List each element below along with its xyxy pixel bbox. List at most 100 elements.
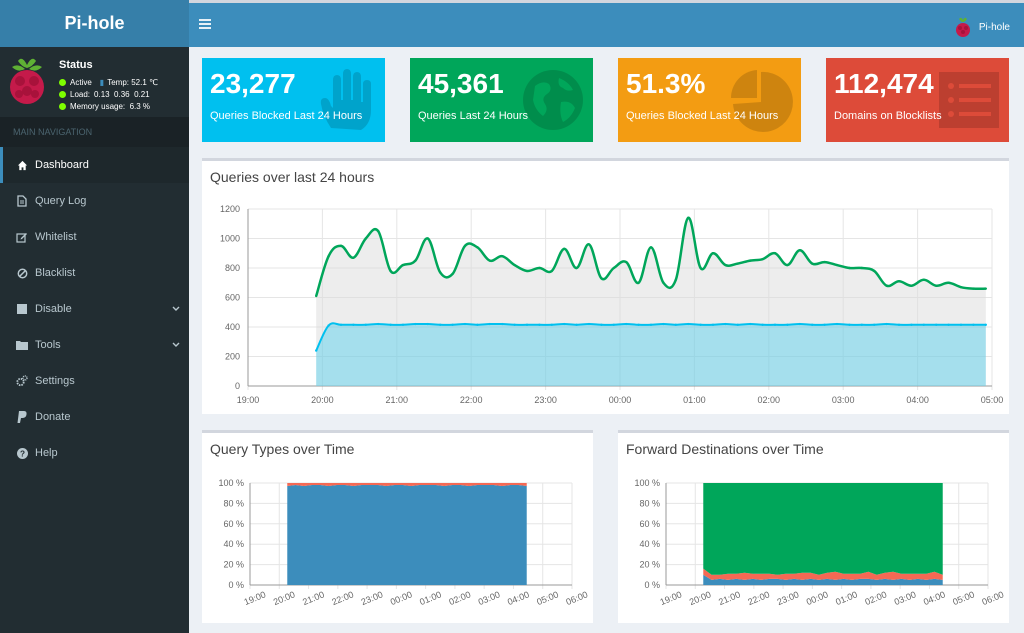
x-tick-label: 19:00: [243, 589, 268, 607]
x-tick-label: 03:00: [832, 395, 855, 405]
sidebar-item-label: Help: [35, 447, 58, 459]
series-0-point: [674, 278, 677, 281]
sidebar-item-label: Dashboard: [35, 159, 89, 171]
edit-icon: [16, 231, 28, 243]
x-tick-label: 21:00: [386, 395, 409, 405]
series-1-point: [662, 322, 665, 326]
sidebar-item-label: Tools: [35, 339, 61, 351]
series-0-point: [773, 252, 777, 255]
x-tick-label: 05:00: [951, 589, 976, 607]
series-1-area: [703, 568, 943, 580]
x-tick-label: 19:00: [237, 395, 260, 405]
y-tick-label: 60 %: [639, 519, 660, 529]
series-0-point: [488, 259, 491, 262]
sidebar-item-dashboard[interactable]: Dashboard: [0, 147, 189, 183]
sidebar-item-help[interactable]: ? Help: [0, 435, 189, 471]
sidebar-item-whitelist[interactable]: Whitelist: [0, 219, 189, 255]
stat-value: 112,474: [834, 68, 934, 99]
folder-icon: [16, 339, 28, 351]
stat-box-blocklist-domains[interactable]: 112,474 Domains on Blocklists: [826, 58, 1009, 142]
stat-label: Queries Last 24 Hours: [418, 110, 529, 122]
question-icon: ?: [16, 447, 28, 459]
x-tick-label: 19:00: [659, 589, 684, 607]
series-0-point: [860, 266, 863, 270]
file-icon: [16, 195, 28, 207]
sidebar-item-label: Query Log: [35, 195, 87, 207]
status-active-line: Active ▮ Temp: 52.1 ℃: [59, 78, 158, 87]
series-0-point: [538, 266, 541, 270]
series-0-point: [612, 266, 615, 270]
series-0-point: [637, 281, 640, 284]
y-tick-label: 20 %: [223, 560, 244, 570]
series-1-point: [811, 323, 814, 326]
chevron-down-icon: [172, 306, 180, 311]
y-tick-label: 0 %: [644, 580, 660, 590]
series-1-point: [959, 323, 963, 326]
status-temp: Temp: 52.1 ℃: [107, 78, 158, 87]
series-0-point: [587, 243, 591, 246]
series-0-point: [501, 255, 504, 258]
svg-text:?: ?: [19, 449, 24, 458]
series-0-point: [352, 256, 355, 259]
y-tick-label: 800: [225, 263, 240, 273]
header-user-menu[interactable]: Pi-hole: [955, 16, 1010, 38]
series-1-point: [711, 323, 715, 326]
sidebar-item-donate[interactable]: Donate: [0, 399, 189, 435]
y-tick-label: 40 %: [223, 539, 244, 549]
series-0-point: [959, 285, 963, 289]
series-0-point: [761, 257, 764, 261]
sidebar-item-query-log[interactable]: Query Log: [0, 183, 189, 219]
series-1-point: [401, 323, 405, 326]
sidebar: Pi-hole Status Active ▮ Temp: 52.1 ℃ Loa…: [0, 0, 189, 633]
series-1-point: [550, 323, 553, 326]
stat-box-percent-blocked[interactable]: 51.3% Queries Blocked Last 24 Hours: [618, 58, 801, 142]
series-0-point: [823, 260, 826, 264]
hand-icon: [320, 69, 371, 130]
stat-box-queries-blocked[interactable]: 23,277 Queries Blocked Last 24 Hours: [202, 58, 385, 142]
series-1-point: [364, 323, 367, 326]
status-panel: Status Active ▮ Temp: 52.1 ℃ Load: 0.13 …: [0, 47, 189, 117]
home-icon: [16, 159, 28, 171]
panel-title: Queries over last 24 hours: [210, 169, 375, 185]
sidebar-item-disable[interactable]: Disable: [0, 291, 189, 327]
raspberry-pi-icon: [10, 58, 44, 104]
x-tick-label: 21:00: [717, 589, 742, 607]
sidebar-item-settings[interactable]: Settings: [0, 363, 189, 399]
series-1-point: [935, 323, 938, 326]
forward-destinations-chart: 0 %20 %40 %60 %80 %100 %19:00 20:00 21:00 2…: [634, 478, 1006, 607]
status-load-label: Load:: [70, 90, 91, 99]
raspberry-pi-icon: [955, 17, 970, 37]
stat-label: Queries Blocked Last 24 Hours: [210, 110, 363, 122]
series-1-point: [525, 323, 529, 326]
stat-value: 23,277: [210, 68, 296, 99]
nav-header: MAIN NAVIGATION: [0, 117, 189, 147]
series-0-point: [922, 278, 925, 281]
series-1-point: [612, 323, 615, 326]
series-1-point: [724, 322, 727, 326]
x-tick-label: 06:00: [981, 589, 1006, 607]
series-1-point: [761, 323, 764, 326]
sidebar-item-tools[interactable]: Tools: [0, 327, 189, 363]
series-0-point: [873, 269, 876, 273]
series-1-point: [501, 322, 504, 326]
series-0-area: [703, 574, 943, 585]
panel-title: Query Types over Time: [210, 441, 355, 457]
series-1-point: [414, 322, 417, 326]
hamburger-menu-icon[interactable]: [199, 18, 211, 30]
sidebar-item-blacklist[interactable]: Blacklist: [0, 255, 189, 291]
y-tick-label: 80 %: [639, 498, 660, 508]
app-logo[interactable]: Pi-hole: [0, 0, 189, 47]
pie-chart-icon: [730, 70, 793, 132]
series-1-point: [563, 322, 566, 326]
active-dot-icon: [59, 79, 66, 86]
series-1-point: [327, 324, 330, 327]
series-1-point: [451, 323, 454, 326]
y-tick-label: 20 %: [639, 560, 660, 570]
series-1-point: [476, 323, 479, 326]
series-1-point: [736, 323, 739, 326]
series-1-point: [513, 323, 516, 326]
stat-box-total-queries[interactable]: 45,361 Queries Last 24 Hours: [410, 58, 593, 142]
list-icon: [939, 72, 999, 128]
series-0-point: [711, 252, 715, 255]
y-tick-label: 0 %: [228, 580, 244, 590]
